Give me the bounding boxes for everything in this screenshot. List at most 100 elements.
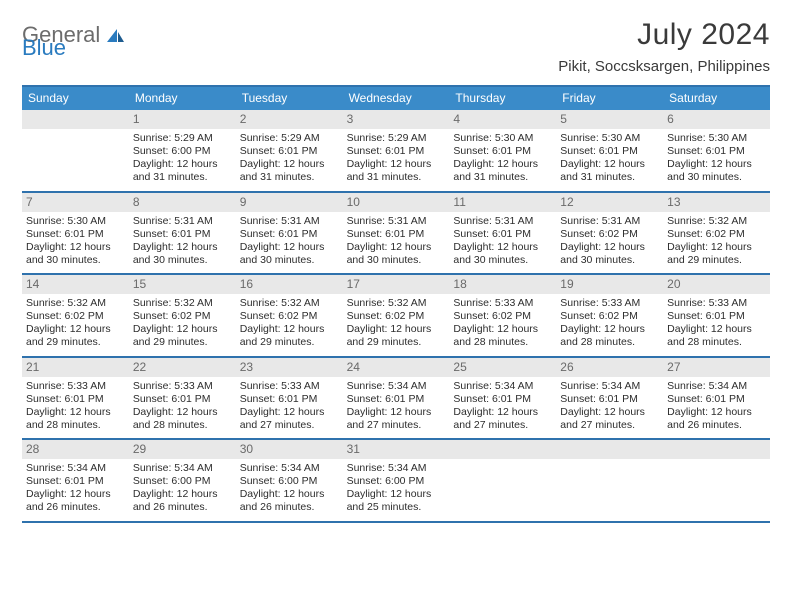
sunset-text: Sunset: 6:01 PM xyxy=(240,393,339,406)
sunrise-text: Sunrise: 5:31 AM xyxy=(240,215,339,228)
sunrise-text: Sunrise: 5:32 AM xyxy=(347,297,446,310)
sunset-text: Sunset: 6:02 PM xyxy=(240,310,339,323)
sunset-text: Sunset: 6:01 PM xyxy=(240,145,339,158)
calendar-cell: 21Sunrise: 5:33 AMSunset: 6:01 PMDayligh… xyxy=(22,358,129,439)
day-number xyxy=(556,440,663,459)
sunset-text: Sunset: 6:02 PM xyxy=(560,228,659,241)
daylight1-text: Daylight: 12 hours xyxy=(453,241,552,254)
week-row: 7Sunrise: 5:30 AMSunset: 6:01 PMDaylight… xyxy=(22,193,770,276)
daylight1-text: Daylight: 12 hours xyxy=(560,158,659,171)
calendar-cell-empty xyxy=(556,440,663,521)
daylight2-text: and 31 minutes. xyxy=(133,171,232,184)
sunrise-text: Sunrise: 5:34 AM xyxy=(26,462,125,475)
sunset-text: Sunset: 6:00 PM xyxy=(133,475,232,488)
sunrise-text: Sunrise: 5:32 AM xyxy=(133,297,232,310)
calendar-cell: 19Sunrise: 5:33 AMSunset: 6:02 PMDayligh… xyxy=(556,275,663,356)
day-number: 5 xyxy=(556,110,663,129)
daylight1-text: Daylight: 12 hours xyxy=(347,323,446,336)
sunset-text: Sunset: 6:01 PM xyxy=(133,228,232,241)
sunset-text: Sunset: 6:00 PM xyxy=(133,145,232,158)
day-number: 7 xyxy=(22,193,129,212)
daylight1-text: Daylight: 12 hours xyxy=(26,323,125,336)
sunset-text: Sunset: 6:01 PM xyxy=(667,393,766,406)
daylight1-text: Daylight: 12 hours xyxy=(347,488,446,501)
sunset-text: Sunset: 6:01 PM xyxy=(26,475,125,488)
day-number: 29 xyxy=(129,440,236,459)
brand-word-2: Blue xyxy=(22,35,66,61)
day-number: 9 xyxy=(236,193,343,212)
calendar-cell: 12Sunrise: 5:31 AMSunset: 6:02 PMDayligh… xyxy=(556,193,663,274)
sunrise-text: Sunrise: 5:29 AM xyxy=(240,132,339,145)
daylight1-text: Daylight: 12 hours xyxy=(240,241,339,254)
calendar: Sunday Monday Tuesday Wednesday Thursday… xyxy=(22,85,770,523)
daylight2-text: and 28 minutes. xyxy=(667,336,766,349)
brand-sail-icon xyxy=(105,27,125,45)
daylight2-text: and 26 minutes. xyxy=(667,419,766,432)
daylight2-text: and 29 minutes. xyxy=(26,336,125,349)
calendar-cell: 14Sunrise: 5:32 AMSunset: 6:02 PMDayligh… xyxy=(22,275,129,356)
calendar-cell: 1Sunrise: 5:29 AMSunset: 6:00 PMDaylight… xyxy=(129,110,236,191)
calendar-cell: 15Sunrise: 5:32 AMSunset: 6:02 PMDayligh… xyxy=(129,275,236,356)
day-number: 13 xyxy=(663,193,770,212)
calendar-cell-empty xyxy=(449,440,556,521)
day-number: 18 xyxy=(449,275,556,294)
daylight2-text: and 27 minutes. xyxy=(240,419,339,432)
daylight2-text: and 29 minutes. xyxy=(347,336,446,349)
day-number: 16 xyxy=(236,275,343,294)
day-number: 23 xyxy=(236,358,343,377)
calendar-cell: 22Sunrise: 5:33 AMSunset: 6:01 PMDayligh… xyxy=(129,358,236,439)
daylight1-text: Daylight: 12 hours xyxy=(26,488,125,501)
day-number: 3 xyxy=(343,110,450,129)
sunset-text: Sunset: 6:01 PM xyxy=(667,145,766,158)
calendar-cell: 13Sunrise: 5:32 AMSunset: 6:02 PMDayligh… xyxy=(663,193,770,274)
daylight1-text: Daylight: 12 hours xyxy=(347,406,446,419)
sunrise-text: Sunrise: 5:34 AM xyxy=(347,462,446,475)
daylight2-text: and 31 minutes. xyxy=(453,171,552,184)
weeks-container: 1Sunrise: 5:29 AMSunset: 6:00 PMDaylight… xyxy=(22,110,770,523)
dow-friday: Friday xyxy=(556,87,663,110)
sunrise-text: Sunrise: 5:29 AM xyxy=(347,132,446,145)
sunrise-text: Sunrise: 5:34 AM xyxy=(133,462,232,475)
sunrise-text: Sunrise: 5:30 AM xyxy=(667,132,766,145)
day-number: 14 xyxy=(22,275,129,294)
calendar-cell: 5Sunrise: 5:30 AMSunset: 6:01 PMDaylight… xyxy=(556,110,663,191)
daylight2-text: and 26 minutes. xyxy=(26,501,125,514)
calendar-cell: 16Sunrise: 5:32 AMSunset: 6:02 PMDayligh… xyxy=(236,275,343,356)
daylight1-text: Daylight: 12 hours xyxy=(560,406,659,419)
sunrise-text: Sunrise: 5:30 AM xyxy=(560,132,659,145)
sunset-text: Sunset: 6:00 PM xyxy=(240,475,339,488)
daylight1-text: Daylight: 12 hours xyxy=(133,406,232,419)
daylight1-text: Daylight: 12 hours xyxy=(347,158,446,171)
calendar-cell-empty xyxy=(663,440,770,521)
sunrise-text: Sunrise: 5:31 AM xyxy=(347,215,446,228)
sunset-text: Sunset: 6:01 PM xyxy=(560,393,659,406)
daylight2-text: and 29 minutes. xyxy=(240,336,339,349)
sunrise-text: Sunrise: 5:29 AM xyxy=(133,132,232,145)
daylight1-text: Daylight: 12 hours xyxy=(667,158,766,171)
calendar-cell: 11Sunrise: 5:31 AMSunset: 6:01 PMDayligh… xyxy=(449,193,556,274)
daylight1-text: Daylight: 12 hours xyxy=(133,488,232,501)
day-number: 11 xyxy=(449,193,556,212)
daylight2-text: and 28 minutes. xyxy=(453,336,552,349)
calendar-cell: 3Sunrise: 5:29 AMSunset: 6:01 PMDaylight… xyxy=(343,110,450,191)
day-number xyxy=(663,440,770,459)
sunrise-text: Sunrise: 5:34 AM xyxy=(240,462,339,475)
dow-tuesday: Tuesday xyxy=(236,87,343,110)
sunrise-text: Sunrise: 5:33 AM xyxy=(240,380,339,393)
calendar-cell: 2Sunrise: 5:29 AMSunset: 6:01 PMDaylight… xyxy=(236,110,343,191)
sunrise-text: Sunrise: 5:33 AM xyxy=(560,297,659,310)
day-number: 8 xyxy=(129,193,236,212)
daylight2-text: and 25 minutes. xyxy=(347,501,446,514)
sunrise-text: Sunrise: 5:32 AM xyxy=(240,297,339,310)
sunrise-text: Sunrise: 5:33 AM xyxy=(26,380,125,393)
page-header: General Blue July 2024 Pikit, Soccsksarg… xyxy=(22,18,770,75)
daylight2-text: and 27 minutes. xyxy=(453,419,552,432)
day-number: 19 xyxy=(556,275,663,294)
sunset-text: Sunset: 6:02 PM xyxy=(26,310,125,323)
daylight1-text: Daylight: 12 hours xyxy=(560,241,659,254)
dow-sunday: Sunday xyxy=(22,87,129,110)
day-number xyxy=(449,440,556,459)
daylight2-text: and 30 minutes. xyxy=(560,254,659,267)
daylight1-text: Daylight: 12 hours xyxy=(667,323,766,336)
calendar-cell: 31Sunrise: 5:34 AMSunset: 6:00 PMDayligh… xyxy=(343,440,450,521)
